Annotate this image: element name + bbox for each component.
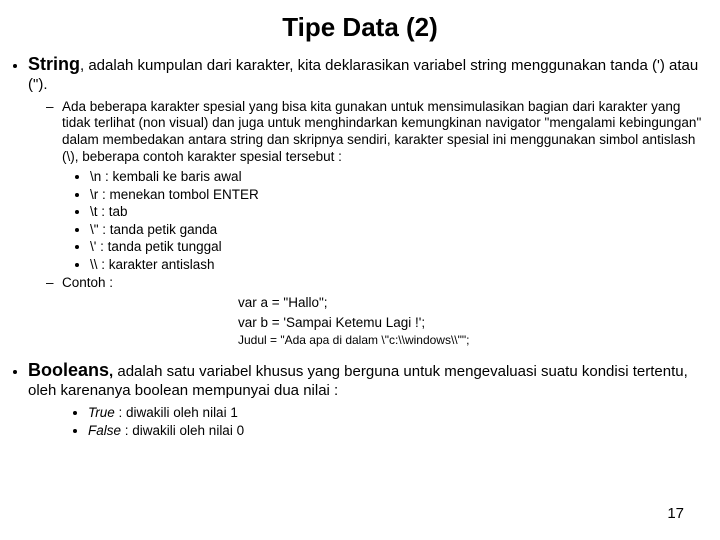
top-bullets: String, adalah kumpulan dari karakter, k…	[28, 53, 720, 439]
boolean-values: True : diwakili oleh nilai 1 False : diw…	[88, 404, 714, 439]
code-line-b: var b = 'Sampai Ketemu Lagi !';	[238, 314, 714, 332]
special-chars-list: \n : kembali ke baris awal \r : menekan …	[90, 168, 708, 273]
contoh-label: Contoh :	[46, 275, 708, 292]
sc-sq: \' : tanda petik tunggal	[90, 238, 708, 256]
string-sublist: Ada beberapa karakter spesial yang bisa …	[46, 99, 714, 293]
code-line-judul: Judul = "Ada apa di dalam \"c:\\windows\…	[238, 333, 714, 349]
false-rest: : diwakili oleh nilai 0	[121, 423, 244, 438]
sc-r: \r : menekan tombol ENTER	[90, 186, 708, 204]
contoh-text: Contoh :	[62, 275, 113, 290]
code-line-a: var a = "Hallo";	[238, 294, 714, 312]
true-label: True	[88, 405, 115, 420]
slide: Tipe Data (2) String, adalah kumpulan da…	[0, 0, 720, 540]
booleans-rest: adalah satu variabel khusus yang berguna…	[28, 363, 688, 399]
string-rest: , adalah kumpulan dari karakter, kita de…	[28, 57, 698, 93]
special-chars-intro: Ada beberapa karakter spesial yang bisa …	[46, 99, 708, 274]
bullet-string: String, adalah kumpulan dari karakter, k…	[28, 53, 714, 349]
slide-title: Tipe Data (2)	[0, 12, 720, 43]
bullet-booleans: Booleans, adalah satu variabel khusus ya…	[28, 359, 714, 440]
special-chars-text: Ada beberapa karakter spesial yang bisa …	[62, 99, 701, 165]
sc-t: \t : tab	[90, 203, 708, 221]
false-item: False : diwakili oleh nilai 0	[88, 422, 714, 440]
false-label: False	[88, 423, 121, 438]
sc-bs: \\ : karakter antislash	[90, 256, 708, 274]
page-number: 17	[667, 505, 684, 522]
string-lead: String	[28, 54, 80, 74]
true-rest: : diwakili oleh nilai 1	[115, 405, 238, 420]
true-item: True : diwakili oleh nilai 1	[88, 404, 714, 422]
sc-dq: \" : tanda petik ganda	[90, 221, 708, 239]
sc-n: \n : kembali ke baris awal	[90, 168, 708, 186]
booleans-lead: Booleans	[28, 360, 109, 380]
